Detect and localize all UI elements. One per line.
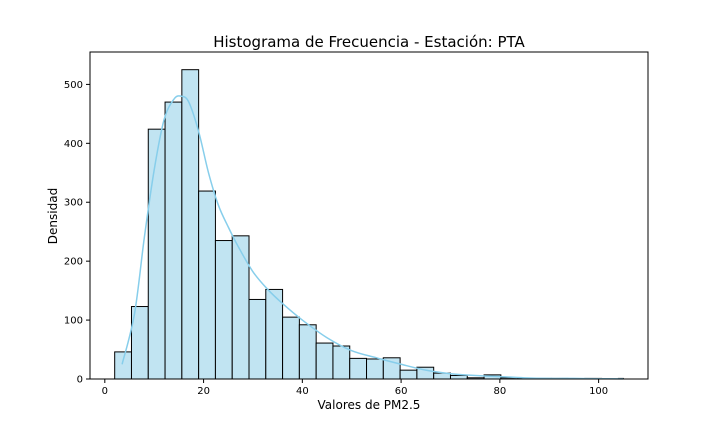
histogram-bar-4 [181,69,200,380]
chart-title: Histograma de Frecuencia - Estación: PTA [213,33,525,51]
y-tick-label-200: 200 [64,257,83,268]
histogram-bar-14 [349,357,368,380]
histogram-bar-9 [265,288,284,380]
x-axis-label: Valores de PM2.5 [318,398,421,412]
x-tick-label-40: 40 [296,386,309,397]
histogram-bar-6 [214,240,233,380]
histogram-bar-10 [282,316,300,380]
kde-curve [121,95,624,380]
histogram-bar-11 [298,324,317,380]
histogram-bar-8 [248,298,267,380]
plot-area: 0 20 40 60 80 100 0 100 200 300 400 500 [64,51,649,397]
x-tick-label-100: 100 [589,386,608,397]
y-tick-label-300: 300 [64,198,83,209]
histogram-bar-3 [164,101,183,380]
histogram-bar-17 [399,369,418,380]
histogram-bar-20 [449,374,468,380]
histogram-bar-12 [315,342,334,380]
histogram-bar-2 [147,128,166,380]
y-tick-label-400: 400 [64,139,83,150]
histogram-bar-13 [332,345,351,380]
y-tick-label-100: 100 [64,316,83,327]
histogram-bar-7 [231,235,250,380]
x-tick-label-0: 0 [102,386,108,397]
histogram-bar-0 [114,351,132,380]
axes-frame [89,51,649,380]
histogram-bar-15 [366,358,384,380]
x-tick-label-60: 60 [395,386,408,397]
y-tick-label-500: 500 [64,80,83,91]
histogram-bar-5 [198,190,216,380]
y-axis-label: Densidad [46,188,60,244]
x-tick-label-20: 20 [197,386,210,397]
x-tick-label-80: 80 [493,386,506,397]
y-tick-label-0: 0 [77,375,83,386]
